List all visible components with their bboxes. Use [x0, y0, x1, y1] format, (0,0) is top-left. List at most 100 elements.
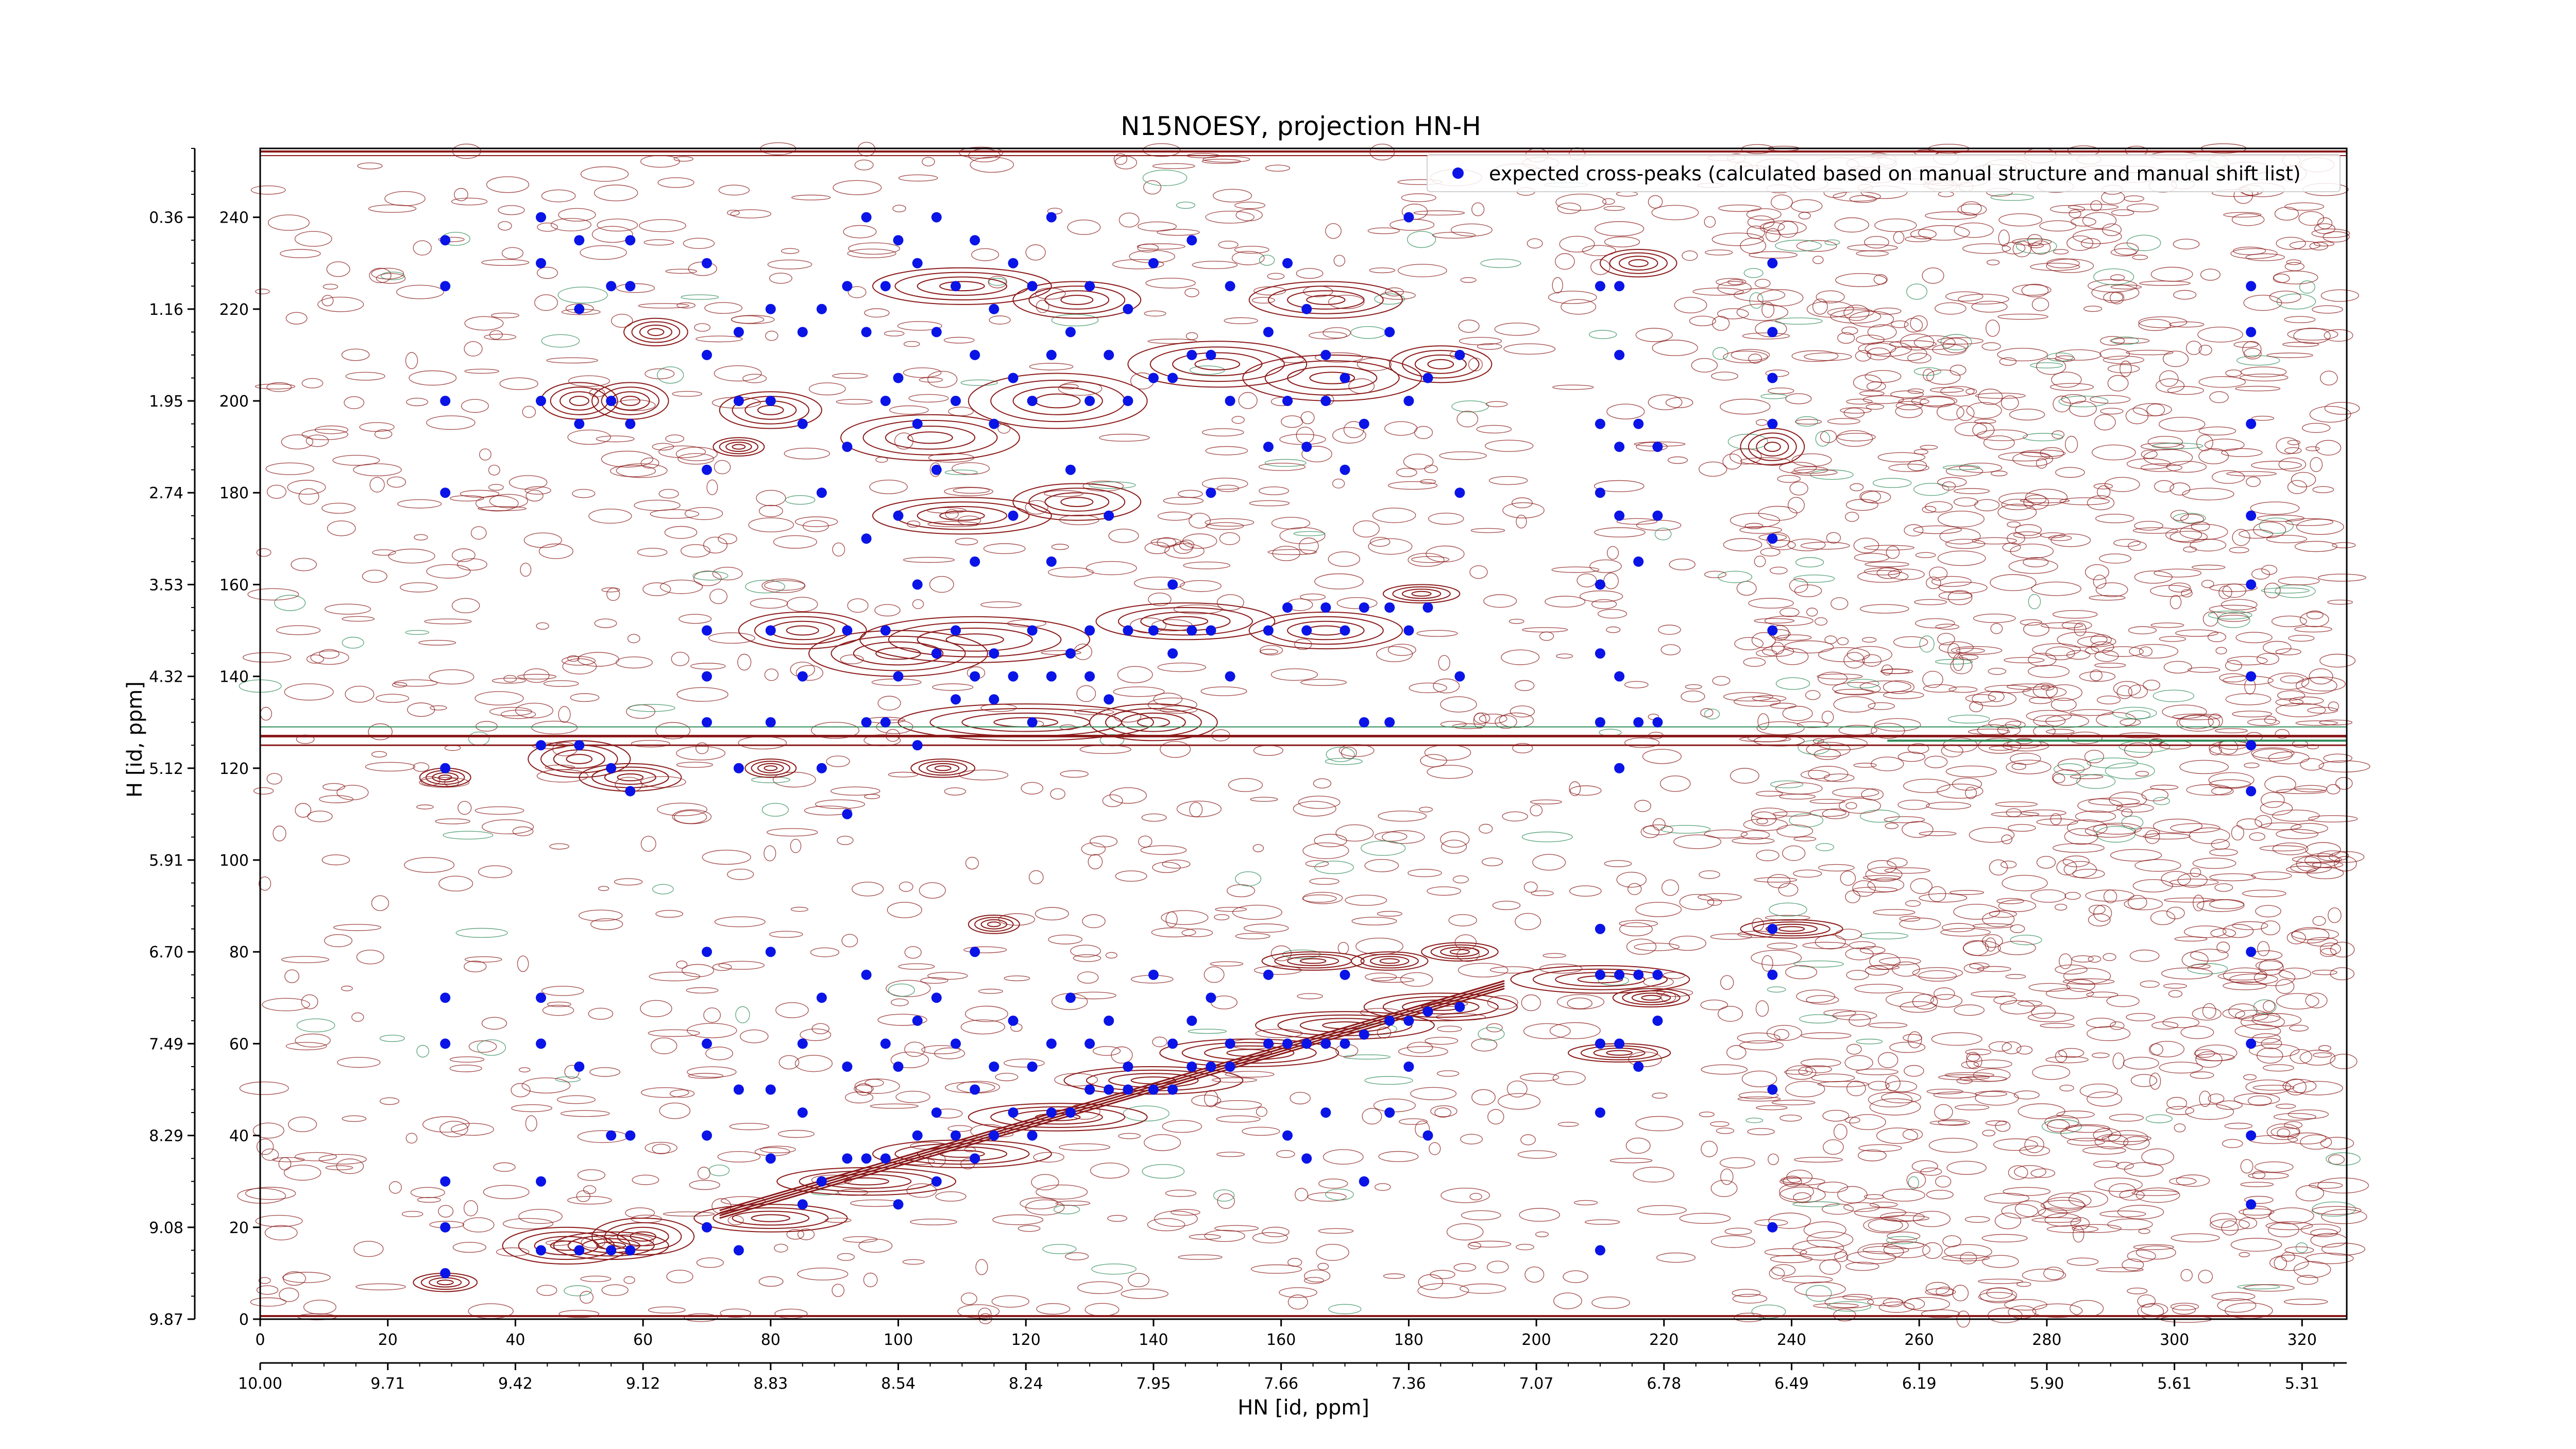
contour-noise — [1868, 1081, 1890, 1091]
contour-noise — [1913, 335, 1956, 350]
contour-noise — [852, 882, 884, 897]
contour-noise — [717, 1151, 761, 1162]
contour-noise — [1730, 513, 1781, 528]
contour-noise — [2055, 349, 2102, 361]
contour-noise — [266, 773, 282, 785]
cross-peak-point — [931, 1176, 942, 1187]
contour-noise — [718, 184, 750, 196]
contour-noise — [2116, 685, 2132, 699]
contour-noise — [943, 336, 975, 344]
contour-noise — [1383, 1273, 1405, 1279]
cross-peak-point — [989, 304, 999, 314]
contour-peak — [630, 1231, 656, 1242]
contour-noise — [958, 146, 1004, 159]
contour-noise — [439, 1121, 468, 1137]
contour-peak — [1204, 1045, 1295, 1060]
contour-noise — [1516, 514, 1527, 529]
contour-noise — [865, 1079, 884, 1087]
contour-noise — [1616, 518, 1658, 525]
contour-noise — [557, 287, 608, 304]
contour-noise — [2301, 677, 2346, 692]
contour-noise — [693, 570, 722, 586]
contour-noise — [337, 1057, 381, 1068]
contour-noise — [1935, 302, 1967, 315]
contour-noise — [1145, 278, 1196, 289]
contour-peak — [1641, 995, 1662, 1001]
contour-noise — [1487, 995, 1518, 1010]
contour-noise — [266, 484, 286, 499]
contour-noise — [1144, 310, 1166, 317]
contour-noise — [672, 391, 702, 397]
contour-noise — [486, 176, 530, 193]
contour-noise — [601, 587, 620, 593]
contour-noise — [522, 406, 536, 418]
contour-noise — [1387, 481, 1438, 490]
cross-peak-point — [880, 717, 891, 728]
contour-noise — [2296, 856, 2321, 872]
contour-noise — [1210, 961, 1244, 967]
contour-noise — [538, 543, 573, 559]
contour-noise — [452, 1242, 486, 1253]
contour-noise — [534, 294, 558, 311]
contour-noise — [2315, 440, 2342, 456]
contour-noise — [2120, 360, 2132, 377]
contour-noise — [2185, 341, 2202, 355]
contour-noise — [344, 396, 365, 409]
contour-noise — [2013, 1090, 2040, 1100]
contour-noise — [285, 312, 308, 325]
contour-noise — [703, 536, 728, 554]
cross-peak-point — [816, 487, 827, 498]
contour-noise — [1812, 738, 1824, 744]
contour-noise — [1152, 1036, 1167, 1048]
contour-noise — [2211, 839, 2230, 850]
cross-peak-point — [797, 418, 808, 429]
contour-noise — [1231, 250, 1265, 265]
contour-noise — [1857, 570, 1909, 583]
contour-noise — [2291, 927, 2330, 943]
contour-noise — [1673, 834, 1722, 849]
contour-noise — [2305, 842, 2341, 857]
contour-noise — [2045, 714, 2089, 728]
contour-noise — [1867, 860, 1897, 874]
contour-noise — [1937, 511, 1985, 528]
contour-noise — [2319, 719, 2353, 726]
contour-noise — [2242, 889, 2286, 898]
contour-noise — [1712, 347, 1728, 360]
contour-noise — [791, 194, 831, 200]
contour-noise — [451, 1123, 494, 1136]
plot-frame — [259, 147, 2348, 1320]
contour-noise — [509, 475, 548, 490]
contour-noise — [2148, 1043, 2163, 1056]
contour-noise — [2310, 457, 2323, 473]
contour-noise — [652, 884, 674, 895]
cross-peak-point — [989, 1130, 999, 1141]
contour-noise — [2046, 1119, 2070, 1133]
x-ppm-tick-label: 8.24 — [1009, 1375, 1043, 1393]
contour-noise — [2251, 871, 2292, 880]
contour-noise — [2076, 774, 2116, 789]
cross-peak-point — [989, 418, 999, 429]
contour-noise — [1895, 405, 1923, 418]
cross-peak-point — [1263, 1038, 1274, 1049]
contour-noise — [1815, 431, 1831, 447]
contour-noise — [1942, 481, 1956, 491]
contour-peak — [1430, 944, 1489, 959]
contour-noise — [1938, 591, 1973, 600]
contour-noise — [1911, 1160, 1938, 1172]
contour-noise — [260, 706, 273, 721]
contour-noise — [1806, 742, 1851, 757]
contour-noise — [1774, 317, 1823, 325]
cross-peak-point — [1767, 625, 1778, 636]
contour-noise — [1903, 1034, 1922, 1042]
contour-noise — [1238, 392, 1258, 409]
contour-noise — [1822, 1109, 1850, 1122]
contour-noise — [1868, 965, 1900, 970]
contour-noise — [1480, 258, 1521, 268]
contour-noise — [606, 587, 620, 601]
y-index-tick-label: 180 — [219, 484, 249, 502]
contour-noise — [1771, 1264, 1796, 1276]
cross-peak-point — [702, 1222, 712, 1233]
cross-peak-point — [574, 1062, 585, 1072]
contour-noise — [1793, 961, 1844, 968]
